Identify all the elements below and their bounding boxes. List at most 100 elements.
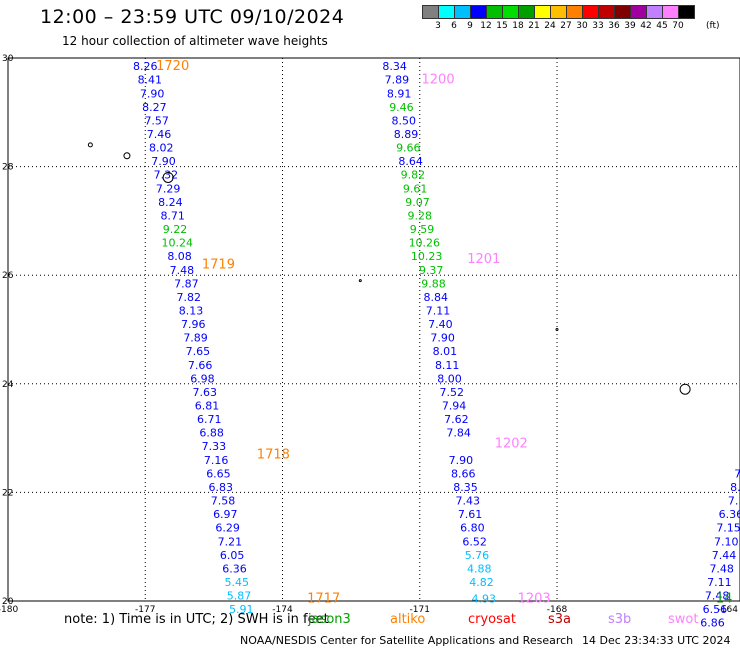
wave-height-value: 6.29	[215, 522, 240, 535]
island-outline	[123, 152, 131, 160]
wave-height-value: 6.71	[197, 413, 222, 426]
wave-height-value: 8.34	[382, 60, 407, 73]
time-label: 1203	[518, 591, 551, 606]
wave-height-value: 4.93	[472, 592, 497, 605]
x-tick-label: -174	[272, 605, 293, 615]
legend-label: 21	[528, 21, 540, 31]
wave-height-value: 7.87	[174, 277, 199, 290]
y-tick-label: 22	[2, 488, 13, 498]
time-label: 1717	[307, 591, 340, 606]
time-label: 1201	[467, 252, 500, 267]
time-label: 1202	[495, 437, 528, 452]
wave-height-value: 9.59	[410, 223, 435, 236]
wave-height-value: 9.46	[389, 101, 414, 114]
legend-label: 18	[512, 21, 524, 31]
legend-label: 36	[608, 21, 620, 31]
wave-height-value: 7.46	[147, 128, 172, 141]
wave-height-value: 4.88	[467, 562, 492, 575]
legend-label: 27	[560, 21, 572, 31]
wave-height-value: 6.56	[703, 603, 728, 616]
satellite-label-s3b: s3b	[608, 612, 632, 627]
wave-height-value: 8.02	[149, 142, 174, 155]
y-tick-label: 24	[2, 380, 14, 390]
wave-height-value: 10.24	[162, 237, 194, 250]
wave-height-value: 9.61	[403, 182, 428, 195]
island-outline	[87, 142, 93, 148]
wave-height-value: 7.11	[426, 304, 451, 317]
wave-height-value: 9.07	[405, 196, 430, 209]
wave-height-value: 7.90	[449, 454, 474, 467]
x-tick-label: -171	[410, 605, 430, 615]
x-tick-label: -164	[718, 605, 739, 615]
wave-height-value: 7.62	[444, 413, 469, 426]
satellite-label-s3a: s3a	[548, 612, 572, 627]
wave-height-value: 8.41	[138, 74, 163, 87]
wave-height-value: 6.86	[700, 617, 725, 630]
legend-label: 9	[467, 21, 473, 31]
legend-label: 42	[640, 21, 652, 31]
footer-credit: NOAA/NESDIS Center for Satellite Applica…	[240, 634, 574, 647]
wave-height-value: 9.66	[396, 142, 421, 155]
color-legend	[422, 5, 695, 19]
wave-height-value: 8.66	[451, 467, 476, 480]
wave-height-value: 10.23	[411, 250, 443, 263]
wave-height-value: 7.32	[154, 169, 179, 182]
page-title: 12:00 – 23:59 UTC 09/10/2024	[40, 6, 345, 28]
wave-height-value: 7.65	[186, 345, 211, 358]
wave-height-value: 7.90	[140, 87, 165, 100]
island-outline	[555, 328, 559, 331]
wave-height-value: 8.24	[158, 196, 183, 209]
wave-height-value: 8.50	[391, 114, 416, 127]
legend-label: 33	[592, 21, 604, 31]
wave-height-value: 8.26	[133, 60, 158, 73]
wave-height-value: 8.01	[433, 345, 458, 358]
y-tick-label: 28	[2, 163, 14, 173]
wave-height-value: 8.71	[160, 209, 185, 222]
wave-height-value: 7.48	[170, 264, 195, 277]
wave-height-value: 8.64	[398, 155, 423, 168]
legend-label: 45	[656, 21, 668, 31]
wave-height-value: 5.76	[465, 549, 490, 562]
legend-label: 12	[480, 21, 492, 31]
wave-height-value: 8.84	[424, 291, 449, 304]
wave-height-value: 6.81	[195, 400, 220, 413]
wave-height-value: 6.36	[719, 508, 740, 521]
time-label: 1200	[422, 73, 455, 88]
x-tick-label: -177	[135, 605, 155, 615]
wave-height-value: 7.52	[440, 386, 465, 399]
wave-height-value: 7.82	[176, 291, 201, 304]
wave-height-value: 7.40	[428, 318, 453, 331]
wave-height-value: 6.83	[208, 481, 233, 494]
wave-height-value: 9.22	[163, 223, 188, 236]
legend-label: 6	[451, 21, 457, 31]
island-outline	[679, 383, 691, 395]
satellite-label-cryosat: cryosat	[468, 612, 516, 627]
wave-height-value: 7.29	[156, 182, 181, 195]
wave-height-value: 6.98	[190, 372, 215, 385]
wave-height-value: 8.13	[179, 304, 204, 317]
time-label: 1719	[202, 257, 235, 272]
wave-height-value: 7.21	[218, 535, 243, 548]
wave-height-value: 7.90	[430, 332, 455, 345]
wave-height-value: 9.28	[408, 209, 433, 222]
island-outline	[358, 279, 362, 283]
wave-height-value: 7.94	[442, 400, 467, 413]
wave-height-value: 6.88	[199, 427, 224, 440]
wave-height-value: 7.10	[714, 535, 739, 548]
wave-height-value: 4.82	[469, 576, 494, 589]
time-label: 1720	[156, 59, 189, 74]
legend-label: 70	[672, 21, 684, 31]
footer-timestamp: 14 Dec 23:34:33 UTC 2024	[582, 634, 731, 647]
wave-height-value: 7	[734, 467, 740, 480]
wave-height-value: 7.58	[211, 495, 236, 508]
note-text: note: 1) Time is in UTC; 2) SWH is in fe…	[64, 612, 329, 627]
color-legend-labels: 3 6 9 12 15 18 21 24 27 30 33 36 39 42 45 70	[422, 21, 740, 33]
wave-height-value: 8.27	[142, 101, 167, 114]
wave-height-value: 7.11	[707, 576, 732, 589]
wave-height-value: 7.96	[181, 318, 206, 331]
y-tick-label: 26	[2, 271, 14, 281]
wave-height-value: 7.57	[144, 114, 169, 127]
wave-height-value: 6.65	[206, 467, 231, 480]
y-tick-label: 30	[2, 54, 14, 64]
